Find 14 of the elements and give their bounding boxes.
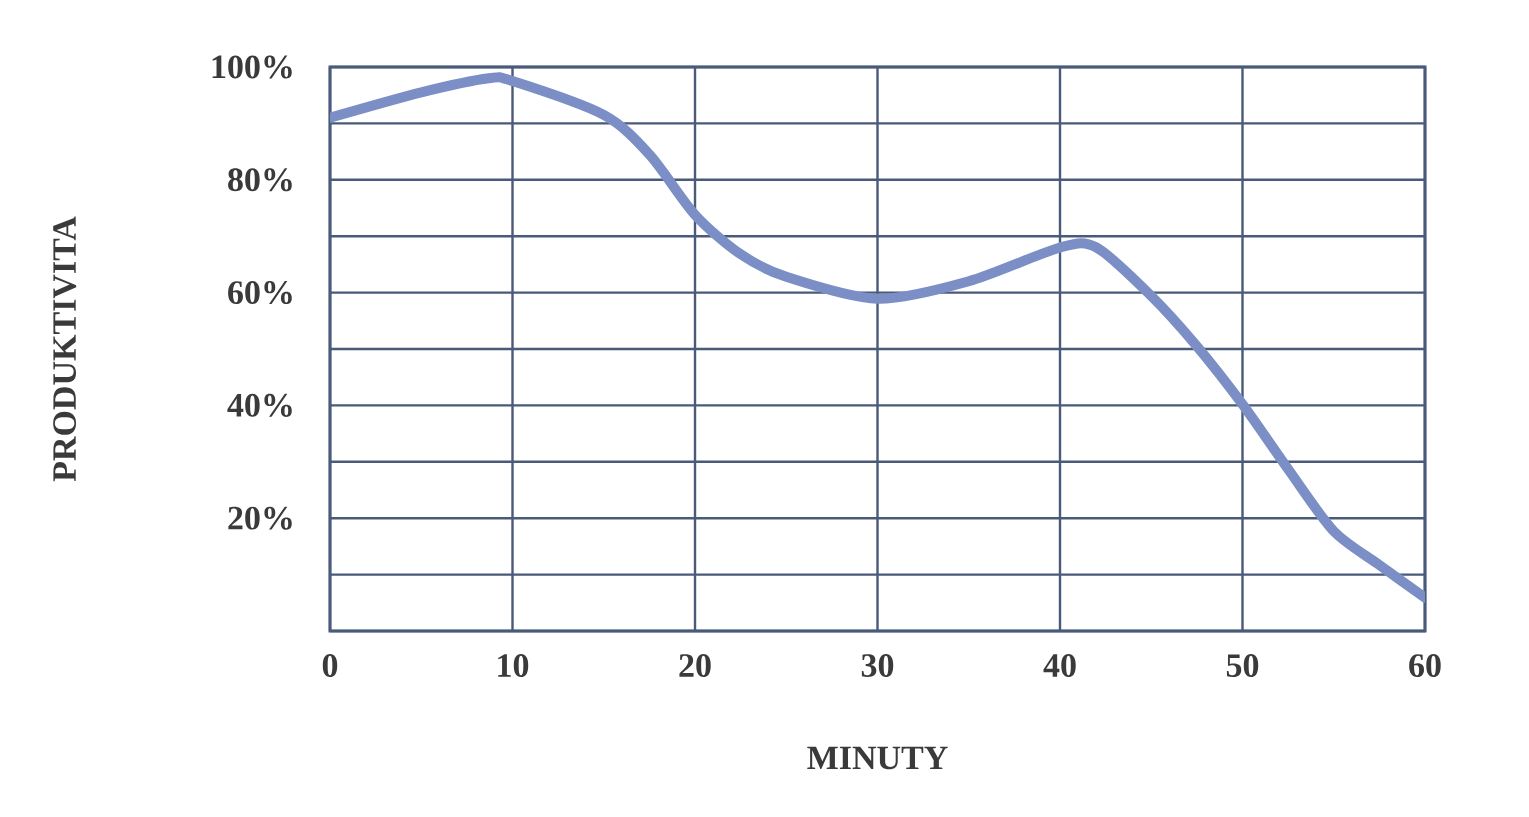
y-tick-label: 60% bbox=[228, 281, 292, 305]
y-tick-label: 20% bbox=[228, 506, 292, 530]
y-tick-label: 80% bbox=[228, 168, 292, 192]
y-tick-label: 100% bbox=[212, 55, 292, 79]
x-tick-label: 30 bbox=[861, 654, 894, 678]
x-tick-label: 10 bbox=[498, 654, 529, 678]
y-tick-label: 40% bbox=[227, 393, 292, 417]
x-tick-label: 20 bbox=[679, 654, 711, 678]
x-tick-label: 0 bbox=[322, 654, 338, 678]
x-tick-label: 60 bbox=[1409, 654, 1441, 678]
x-tick-label: 50 bbox=[1226, 654, 1259, 678]
x-axis-title: MINUTY bbox=[807, 746, 948, 770]
y-axis-title: PRODUKTIVITA bbox=[53, 216, 77, 482]
x-tick-label: 40 bbox=[1043, 654, 1076, 678]
